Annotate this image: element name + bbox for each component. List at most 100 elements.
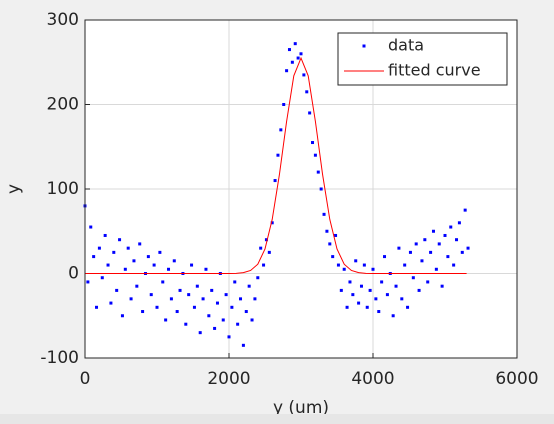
data-point	[325, 229, 329, 233]
data-point	[290, 60, 294, 64]
data-point	[311, 141, 315, 145]
y-tick-label: 200	[47, 95, 79, 115]
data-point	[287, 48, 291, 52]
data-point	[264, 238, 268, 242]
legend-box	[337, 32, 508, 86]
data-point	[92, 255, 96, 259]
data-point	[253, 297, 257, 301]
data-point	[365, 305, 369, 309]
data-point	[169, 297, 173, 301]
data-point	[411, 276, 415, 280]
data-point	[446, 255, 450, 259]
y-tick-label: -100	[40, 348, 79, 368]
data-point	[279, 128, 283, 132]
data-point	[351, 293, 355, 297]
data-point	[371, 267, 375, 271]
data-point	[155, 305, 159, 309]
data-point	[276, 153, 280, 157]
data-point	[244, 310, 248, 314]
data-point	[267, 250, 271, 254]
data-point	[103, 233, 107, 237]
data-point	[316, 170, 320, 174]
data-point	[420, 259, 424, 263]
data-point	[296, 56, 300, 60]
data-point	[184, 322, 188, 326]
data-point	[201, 297, 205, 301]
data-point	[190, 263, 194, 267]
data-point	[120, 314, 124, 318]
data-point	[434, 267, 438, 271]
data-point	[449, 225, 453, 229]
data-point	[123, 267, 127, 271]
data-point	[400, 297, 404, 301]
data-point	[149, 293, 153, 297]
data-point	[383, 255, 387, 259]
data-point	[348, 280, 352, 284]
data-point	[256, 276, 260, 280]
data-point	[175, 310, 179, 314]
data-point	[215, 301, 219, 305]
data-point	[414, 242, 418, 246]
data-point	[429, 250, 433, 254]
y-axis-label: y	[4, 184, 24, 194]
data-point	[129, 297, 133, 301]
data-point	[431, 229, 435, 233]
fitted-line	[85, 56, 467, 274]
data-point	[112, 250, 116, 254]
data-point	[293, 42, 297, 46]
axes-box	[84, 19, 518, 359]
y-tick-label: 300	[47, 10, 79, 30]
data-point	[204, 267, 208, 271]
data-point	[239, 297, 243, 301]
data-point	[408, 250, 412, 254]
data-point	[195, 284, 199, 288]
x-axis-label: y (um)	[273, 398, 329, 418]
legend-label: data	[388, 36, 424, 55]
data-point	[262, 263, 266, 267]
data-point	[342, 267, 346, 271]
data-point	[236, 322, 240, 326]
data-point	[339, 288, 343, 292]
legend-swatch	[362, 44, 366, 48]
data-point	[417, 288, 421, 292]
x-tick-label: 0	[80, 369, 91, 389]
data-point	[161, 280, 165, 284]
data-point	[391, 314, 395, 318]
data-point	[109, 301, 113, 305]
data-point	[141, 310, 145, 314]
data-point	[457, 221, 461, 225]
data-point	[164, 318, 168, 322]
legend-label: fitted curve	[388, 61, 481, 80]
y-tick-label: 100	[47, 179, 79, 199]
data-point	[213, 326, 217, 330]
data-point	[135, 284, 139, 288]
data-point	[178, 288, 182, 292]
window-edge	[0, 414, 554, 424]
data-point	[362, 263, 366, 267]
data-point	[167, 267, 171, 271]
data-point	[282, 103, 286, 106]
data-point	[247, 284, 251, 288]
data-point	[100, 276, 104, 280]
data-point	[423, 238, 427, 242]
data-point	[466, 246, 470, 250]
data-point	[89, 225, 93, 229]
data-point	[241, 343, 245, 347]
data-point	[95, 305, 99, 309]
y-tick-label: 0	[68, 264, 79, 284]
data-point	[440, 284, 444, 288]
data-point	[406, 305, 410, 309]
data-point	[118, 238, 122, 242]
data-point	[97, 246, 101, 250]
data-point	[302, 73, 306, 77]
data-point	[308, 111, 312, 115]
data-point	[224, 293, 228, 297]
data-point	[192, 305, 196, 309]
x-tick-label: 6000	[495, 369, 538, 389]
data-point	[328, 242, 332, 246]
data-point	[426, 280, 430, 284]
data-point	[403, 263, 407, 267]
data-point	[380, 280, 384, 284]
data-point	[207, 314, 211, 318]
